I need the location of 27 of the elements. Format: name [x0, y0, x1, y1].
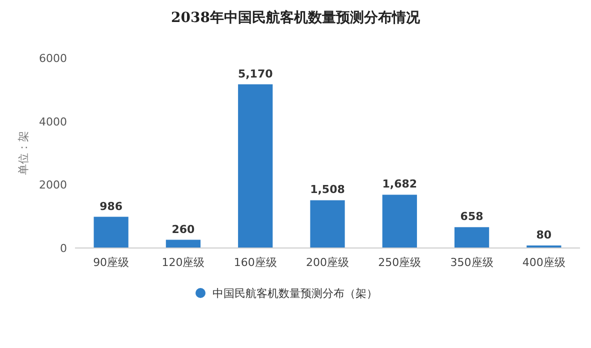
y-axis-title: 单位：架: [17, 131, 30, 175]
data-label: 5,170: [238, 67, 274, 80]
y-tick-label: 6000: [39, 52, 67, 65]
x-tick-label: 200座级: [306, 256, 349, 269]
data-label: 658: [460, 210, 484, 224]
y-tick-label: 2000: [39, 178, 67, 192]
x-tick-label: 250座级: [378, 256, 422, 269]
data-label: 1,508: [310, 183, 345, 196]
x-tick-label: 90座级: [93, 256, 130, 269]
x-tick-label: 160座级: [234, 256, 277, 269]
x-tick-label: 120座级: [162, 256, 205, 269]
bar: [238, 84, 273, 248]
data-label: 1,682: [382, 178, 418, 191]
bar: [382, 194, 417, 248]
data-label: 260: [172, 222, 196, 236]
x-tick-label: 350座级: [450, 256, 494, 269]
data-label: 986: [100, 200, 123, 213]
bar: [166, 240, 201, 248]
chart-title: 2038年中国民航客机数量预测分布情况: [171, 9, 421, 26]
y-tick-label: 4000: [39, 115, 67, 128]
x-tick-label: 400座级: [522, 256, 566, 269]
data-label: 80: [536, 228, 552, 242]
bar: [94, 216, 128, 248]
bar: [310, 200, 345, 248]
legend-label: 中国民航客机数量预测分布（架）: [212, 287, 378, 300]
bar: [454, 227, 490, 248]
y-tick-label: 0: [60, 242, 67, 255]
